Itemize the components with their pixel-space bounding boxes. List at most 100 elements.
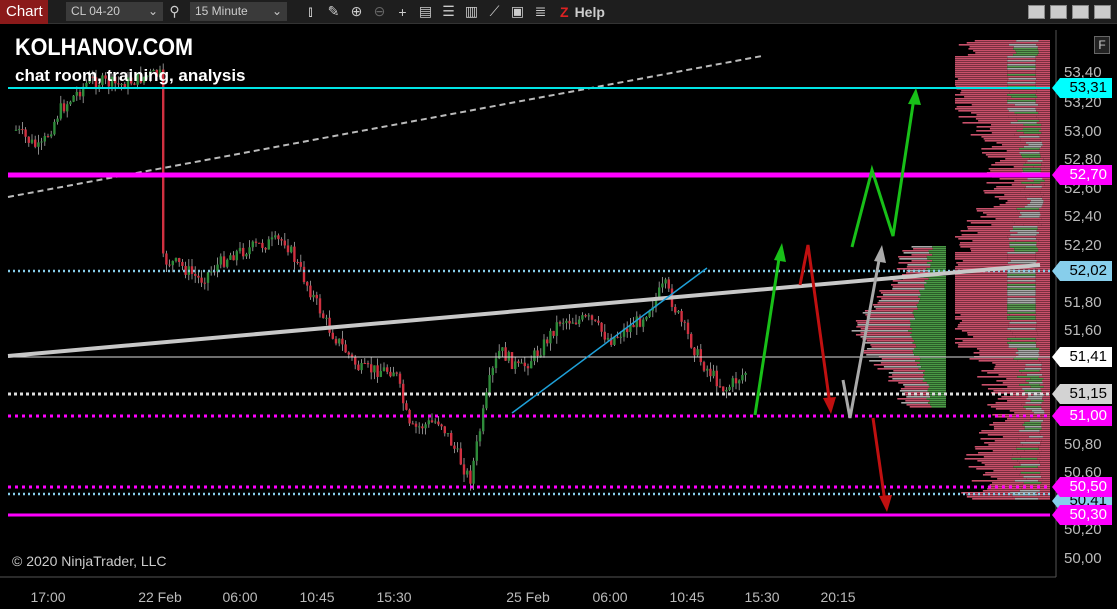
- candle-body: [533, 350, 536, 362]
- properties-icon[interactable]: ☰: [442, 3, 455, 19]
- day-profile-bar: [909, 320, 946, 322]
- day-profile-bar: [883, 366, 922, 368]
- x-tick: 15:30: [744, 589, 780, 605]
- day-profile-bar: [899, 390, 928, 392]
- session-profile-bar: [1038, 126, 1050, 128]
- candle-body: [88, 76, 91, 83]
- maximize-button[interactable]: [1050, 5, 1067, 19]
- session-profile-bar: [1035, 76, 1050, 78]
- zoom-out-icon[interactable]: ⊖: [373, 3, 386, 19]
- session-profile-bar: [1039, 370, 1050, 372]
- drawing-tools-icon[interactable]: ✎: [327, 3, 340, 19]
- session-profile-bar: [992, 362, 1025, 364]
- session-profile-bar: [1013, 54, 1038, 56]
- candle-body: [517, 361, 520, 364]
- candle-body: [443, 426, 446, 434]
- day-profile-bar: [864, 310, 914, 312]
- brand-title: KOLHANOV.COM: [15, 34, 194, 61]
- session-profile-bar: [1018, 438, 1040, 440]
- candle-body: [306, 282, 309, 286]
- session-profile-bar: [1041, 368, 1050, 370]
- candle-body: [690, 333, 693, 348]
- session-profile-bar: [995, 364, 1026, 366]
- candle-body: [680, 310, 683, 322]
- blue-trendline[interactable]: [511, 267, 708, 414]
- session-profile-bar: [999, 178, 1028, 180]
- session-profile-bar: [1036, 230, 1050, 232]
- list-icon[interactable]: ≣: [534, 3, 547, 19]
- session-profile-bar: [1007, 298, 1036, 300]
- session-profile-bar: [955, 74, 1008, 76]
- session-profile-bar: [1017, 120, 1040, 122]
- session-profile-bar: [1044, 412, 1050, 414]
- candle-body: [85, 82, 88, 87]
- session-profile-bar: [1008, 110, 1037, 112]
- day-profile-bar: [857, 322, 911, 324]
- restore-button[interactable]: [1072, 5, 1089, 19]
- main-trendline[interactable]: [7, 263, 1041, 358]
- session-profile-bar: [1021, 372, 1041, 374]
- session-profile-bar: [1021, 154, 1041, 156]
- strategies-icon[interactable]: ⟋: [489, 3, 500, 19]
- zoom-in-icon[interactable]: ⊕: [350, 3, 363, 19]
- session-profile-bar: [1022, 434, 1041, 436]
- day-profile-bar: [906, 266, 931, 268]
- candle-body: [392, 372, 395, 377]
- session-profile-bar: [969, 358, 1014, 360]
- session-profile-bar: [1024, 422, 1042, 424]
- indicators-icon[interactable]: ▥: [464, 3, 479, 19]
- interval-selector[interactable]: 15 Minute ⌄: [190, 2, 287, 21]
- session-profile-bar: [966, 454, 1013, 456]
- session-profile-bar: [966, 496, 1013, 498]
- session-profile-bar: [1035, 256, 1050, 258]
- session-profile-bar: [1027, 204, 1043, 206]
- session-profile-bar: [1008, 238, 1037, 240]
- session-profile-bar: [955, 342, 1008, 344]
- session-profile-bar: [988, 444, 1023, 446]
- session-profile-bar: [1014, 498, 1039, 500]
- session-profile-bar: [1039, 360, 1050, 362]
- session-profile-bar: [985, 472, 1021, 474]
- session-profile-bar: [993, 390, 1025, 392]
- session-profile-bar: [1041, 124, 1050, 126]
- session-profile-bar: [1039, 432, 1050, 434]
- session-profile-bar: [1021, 214, 1041, 216]
- candle-body: [302, 266, 306, 283]
- day-profile-bar: [929, 252, 946, 254]
- f-button[interactable]: F: [1094, 36, 1110, 54]
- instrument-selector[interactable]: CL 04-20 ⌄: [66, 2, 163, 21]
- session-profile-bar: [1018, 350, 1040, 352]
- session-profile-bar: [1005, 158, 1030, 160]
- templates-icon[interactable]: ▣: [510, 3, 525, 19]
- session-profile-bar: [1006, 378, 1031, 380]
- session-profile-bar: [1007, 316, 1036, 318]
- session-profile-bar: [1033, 180, 1045, 182]
- session-profile-bar: [966, 220, 1013, 222]
- data-box-icon[interactable]: ▤: [418, 3, 433, 19]
- session-profile-bar: [1041, 162, 1050, 164]
- session-profile-bar: [991, 482, 1024, 484]
- session-profile-bar: [1007, 236, 1036, 238]
- candle-body: [104, 75, 107, 79]
- crosshair-icon[interactable]: +: [398, 3, 407, 20]
- session-profile-bar: [1001, 396, 1029, 398]
- session-profile-bar: [1035, 342, 1050, 344]
- day-profile-bar: [906, 272, 931, 274]
- session-profile-bar: [992, 450, 1025, 452]
- session-profile-bar: [967, 228, 1013, 230]
- day-profile-bar: [880, 292, 920, 294]
- dashed-trendline[interactable]: [7, 55, 763, 198]
- session-profile-bar: [1007, 308, 1036, 310]
- close-button[interactable]: [1094, 5, 1111, 19]
- session-profile-bar: [987, 434, 1023, 436]
- chart-tab[interactable]: Chart: [0, 0, 48, 24]
- minimize-button[interactable]: [1028, 5, 1045, 19]
- candle-body: [437, 421, 440, 425]
- day-profile-bar: [872, 304, 917, 306]
- session-profile-bar: [994, 196, 1026, 198]
- bar-type-icon[interactable]: ⫾: [308, 3, 313, 19]
- day-profile-bar: [912, 342, 946, 344]
- help-menu[interactable]: Help: [574, 3, 605, 20]
- search-icon[interactable]: ⚲: [169, 3, 180, 19]
